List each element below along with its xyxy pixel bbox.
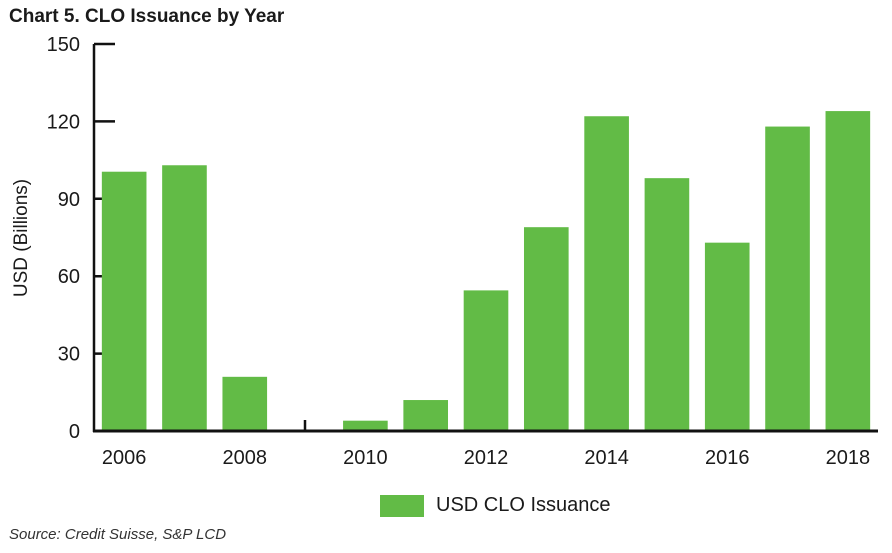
y-tick-label: 60 bbox=[58, 266, 80, 288]
y-tick-label: 150 bbox=[47, 34, 80, 56]
bar-2017 bbox=[765, 126, 810, 431]
bar-2015 bbox=[644, 178, 690, 431]
y-tick-label: 120 bbox=[47, 111, 80, 133]
bars bbox=[101, 111, 871, 432]
source-note: Source: Credit Suisse, S&P LCD bbox=[9, 526, 227, 543]
bar-2006 bbox=[101, 171, 147, 431]
y-axis-ticks: 0 30 60 90 120 150 bbox=[47, 34, 115, 443]
x-tick-label: 2018 bbox=[826, 447, 871, 469]
bar-2011 bbox=[403, 400, 449, 431]
bar-2010 bbox=[343, 420, 388, 431]
x-tick-label: 2016 bbox=[705, 447, 750, 469]
bar-2014 bbox=[584, 116, 629, 432]
x-axis-ticks: 2006 2008 2010 2012 2014 2016 2018 bbox=[102, 447, 870, 469]
bar-2016 bbox=[704, 242, 750, 431]
y-tick-label: 0 bbox=[69, 421, 80, 443]
x-tick-label: 2006 bbox=[102, 447, 147, 469]
bar-2018 bbox=[825, 111, 871, 431]
y-tick-label: 30 bbox=[58, 344, 80, 366]
x-tick-label: 2014 bbox=[584, 447, 629, 469]
y-tick-label: 90 bbox=[58, 189, 80, 211]
y-axis-title: USD (Billions) bbox=[11, 179, 32, 297]
chart-title: Chart 5. CLO Issuance by Year bbox=[9, 6, 285, 27]
bar-2007 bbox=[162, 165, 207, 431]
x-tick-label: 2008 bbox=[223, 447, 268, 469]
bar-2012 bbox=[463, 290, 509, 431]
legend-swatch bbox=[380, 494, 424, 517]
legend: USD CLO Issuance bbox=[380, 494, 611, 517]
bar-2008 bbox=[222, 376, 268, 431]
x-tick-label: 2010 bbox=[343, 447, 388, 469]
x-tick-label: 2012 bbox=[464, 447, 509, 469]
bar-2013 bbox=[523, 227, 569, 431]
legend-label: USD CLO Issuance bbox=[436, 494, 611, 516]
